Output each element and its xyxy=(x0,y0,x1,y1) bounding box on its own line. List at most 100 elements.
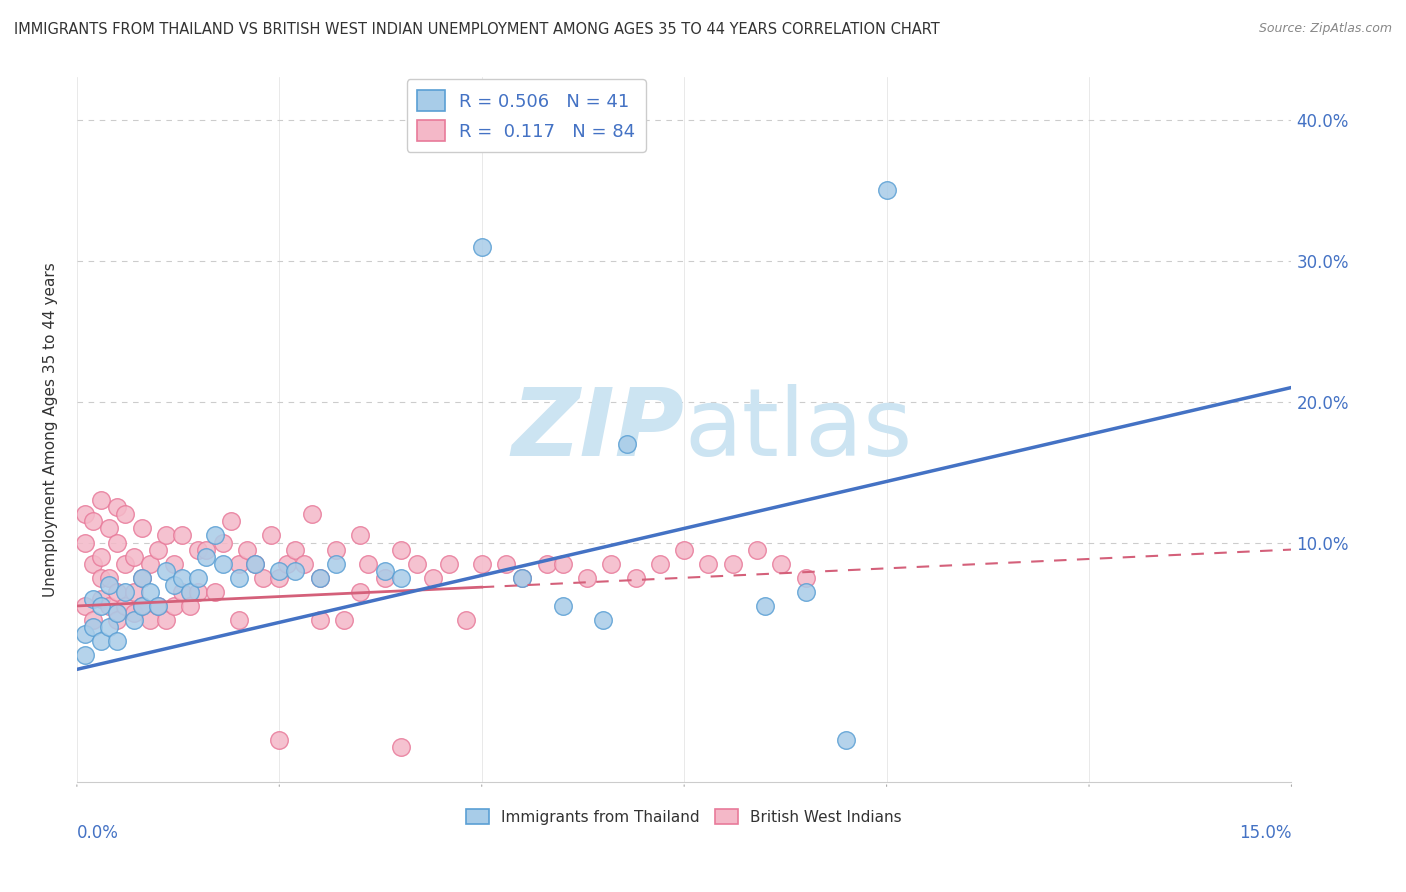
Point xyxy=(73,648,96,663)
Point xyxy=(536,557,558,571)
Point xyxy=(82,613,104,627)
Point xyxy=(179,585,201,599)
Point xyxy=(648,557,671,571)
Point xyxy=(349,528,371,542)
Point xyxy=(325,542,347,557)
Point xyxy=(163,578,186,592)
Point xyxy=(471,239,494,253)
Point xyxy=(90,591,112,606)
Point xyxy=(73,627,96,641)
Point xyxy=(98,521,121,535)
Point xyxy=(794,585,817,599)
Point xyxy=(697,557,720,571)
Point xyxy=(105,613,128,627)
Point xyxy=(139,557,162,571)
Point xyxy=(616,437,638,451)
Point xyxy=(471,557,494,571)
Point xyxy=(73,599,96,613)
Point xyxy=(73,508,96,522)
Point xyxy=(155,564,177,578)
Point xyxy=(292,557,315,571)
Point xyxy=(172,571,194,585)
Point xyxy=(114,508,136,522)
Point xyxy=(131,599,153,613)
Point xyxy=(105,606,128,620)
Point xyxy=(98,578,121,592)
Point xyxy=(600,557,623,571)
Point xyxy=(389,542,412,557)
Point xyxy=(122,585,145,599)
Point xyxy=(673,542,696,557)
Point xyxy=(73,535,96,549)
Text: IMMIGRANTS FROM THAILAND VS BRITISH WEST INDIAN UNEMPLOYMENT AMONG AGES 35 TO 44: IMMIGRANTS FROM THAILAND VS BRITISH WEST… xyxy=(14,22,939,37)
Point xyxy=(90,599,112,613)
Point xyxy=(551,557,574,571)
Point xyxy=(228,571,250,585)
Point xyxy=(721,557,744,571)
Point xyxy=(98,571,121,585)
Point xyxy=(422,571,444,585)
Point xyxy=(592,613,614,627)
Point xyxy=(90,493,112,508)
Point xyxy=(163,557,186,571)
Point xyxy=(146,599,169,613)
Point xyxy=(146,542,169,557)
Legend: Immigrants from Thailand, British West Indians: Immigrants from Thailand, British West I… xyxy=(460,803,908,830)
Point xyxy=(510,571,533,585)
Text: 15.0%: 15.0% xyxy=(1239,824,1292,842)
Point xyxy=(624,571,647,585)
Point xyxy=(105,500,128,515)
Point xyxy=(284,564,307,578)
Point xyxy=(269,571,291,585)
Point xyxy=(243,557,266,571)
Point xyxy=(495,557,517,571)
Point xyxy=(90,634,112,648)
Point xyxy=(325,557,347,571)
Point xyxy=(122,613,145,627)
Text: 0.0%: 0.0% xyxy=(77,824,118,842)
Point xyxy=(835,732,858,747)
Point xyxy=(228,557,250,571)
Point xyxy=(770,557,793,571)
Point xyxy=(252,571,274,585)
Point xyxy=(236,542,259,557)
Point xyxy=(754,599,776,613)
Point xyxy=(172,585,194,599)
Point xyxy=(204,528,226,542)
Point xyxy=(82,515,104,529)
Point xyxy=(308,613,330,627)
Point xyxy=(204,585,226,599)
Text: atlas: atlas xyxy=(685,384,912,475)
Point xyxy=(284,542,307,557)
Point xyxy=(105,535,128,549)
Point xyxy=(98,620,121,634)
Point xyxy=(146,599,169,613)
Point xyxy=(82,591,104,606)
Point xyxy=(122,549,145,564)
Point xyxy=(155,528,177,542)
Point xyxy=(510,571,533,585)
Point xyxy=(187,585,209,599)
Point xyxy=(454,613,477,627)
Text: ZIP: ZIP xyxy=(512,384,685,475)
Point xyxy=(439,557,461,571)
Point xyxy=(114,599,136,613)
Point xyxy=(105,634,128,648)
Point xyxy=(301,508,323,522)
Point xyxy=(389,739,412,754)
Point xyxy=(82,620,104,634)
Point xyxy=(139,585,162,599)
Y-axis label: Unemployment Among Ages 35 to 44 years: Unemployment Among Ages 35 to 44 years xyxy=(44,262,58,597)
Point xyxy=(172,528,194,542)
Point xyxy=(794,571,817,585)
Point xyxy=(187,571,209,585)
Point xyxy=(90,549,112,564)
Point xyxy=(211,535,233,549)
Point xyxy=(308,571,330,585)
Point xyxy=(131,599,153,613)
Point xyxy=(122,606,145,620)
Point xyxy=(406,557,429,571)
Point xyxy=(876,183,898,197)
Point xyxy=(179,599,201,613)
Point xyxy=(357,557,380,571)
